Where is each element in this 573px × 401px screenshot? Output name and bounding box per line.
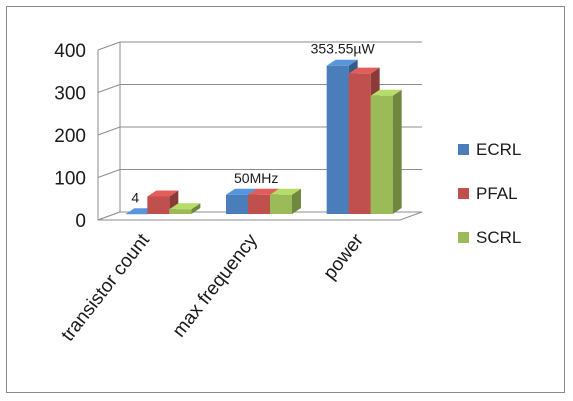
legend-label: ECRL (476, 140, 521, 159)
bar-top (169, 203, 201, 210)
legend-swatch (458, 188, 469, 199)
y-tick-label: 400 (54, 41, 86, 62)
bar-top (270, 188, 301, 195)
bar-pfal (147, 196, 170, 214)
y-tick-label: 200 (54, 126, 86, 147)
bar-scrl (169, 209, 192, 214)
legend-label: PFAL (476, 184, 518, 203)
y-tick-label: 300 (54, 84, 86, 105)
legend-swatch (458, 232, 469, 243)
bar-ecrl (226, 194, 248, 214)
y-tick-label: 0 (75, 211, 86, 232)
x-tick-label: max frequency (169, 230, 263, 342)
gridline-side (97, 126, 121, 136)
data-label: 353.55µW (311, 41, 376, 57)
x-tick-label: transistor count (57, 230, 154, 346)
bar-top (348, 67, 380, 74)
bar-pfal (348, 73, 371, 214)
legend-swatch (458, 144, 469, 155)
gridline-side (97, 84, 121, 93)
data-label: 50MHz (234, 170, 278, 186)
bar-side (191, 203, 201, 214)
bar-top (226, 188, 257, 195)
bar-side (392, 89, 402, 214)
bar-top (248, 188, 279, 195)
bar-side (292, 188, 301, 214)
bar-scrl (370, 95, 393, 214)
bar-ecrl (326, 65, 349, 215)
gridline-side (97, 169, 121, 178)
data-label: 4 (131, 189, 139, 205)
bar-top (370, 89, 402, 96)
bar-top (147, 190, 179, 197)
x-tick-label: power (320, 230, 369, 284)
gridline-side (97, 41, 121, 51)
y-tick-label: 100 (54, 169, 86, 190)
bar-pfal (248, 194, 270, 214)
bar-top (326, 59, 358, 66)
bar-scrl (270, 194, 292, 214)
legend-label: SCRL (476, 228, 521, 247)
